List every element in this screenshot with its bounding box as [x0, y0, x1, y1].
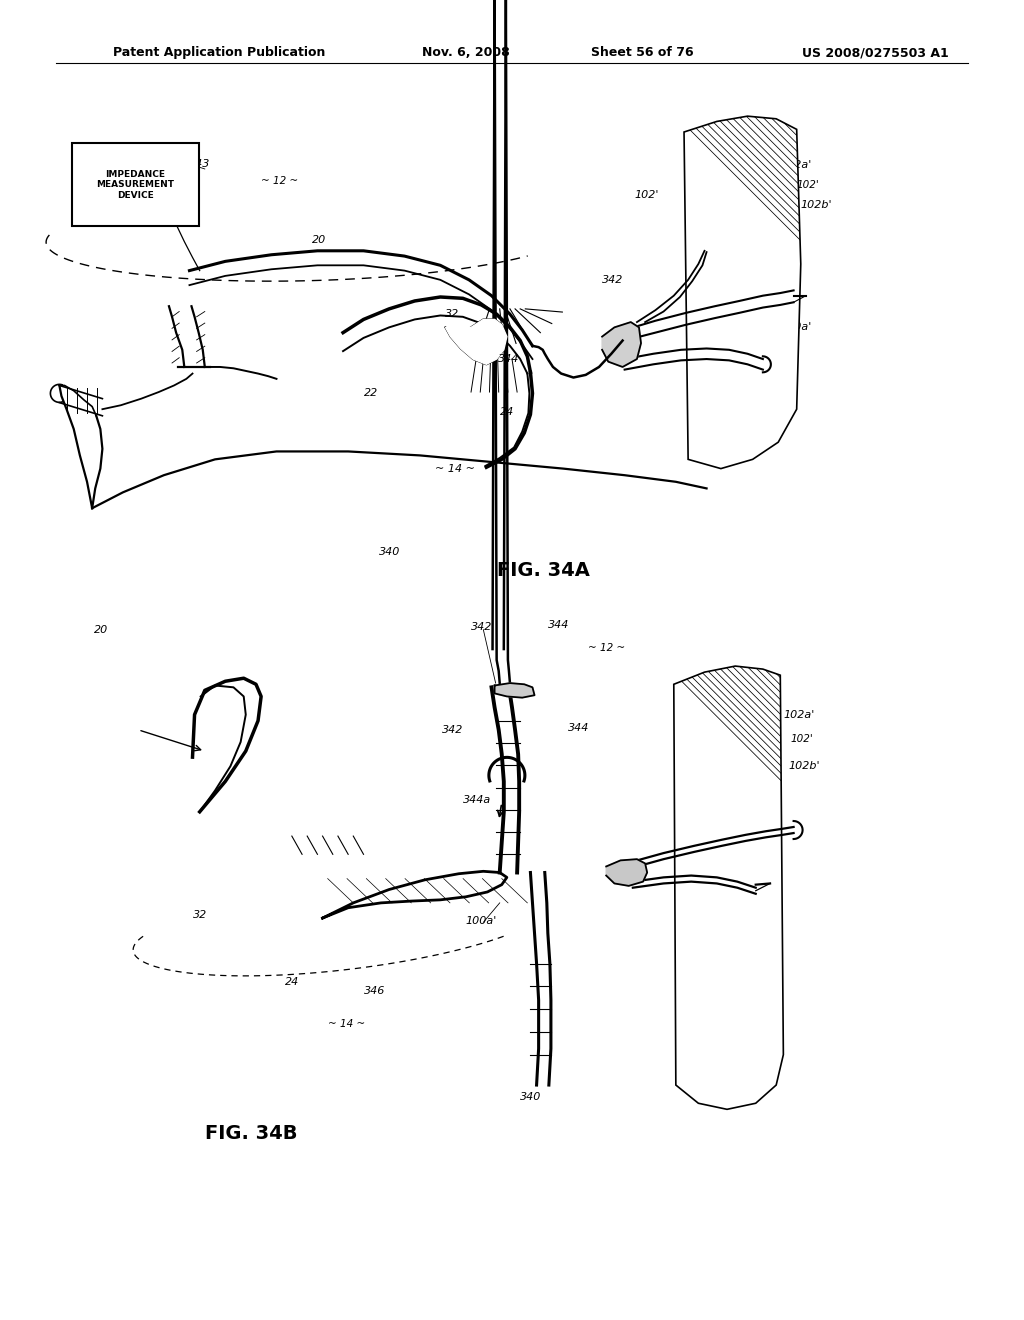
Text: 102': 102' [791, 734, 813, 744]
Text: 343: 343 [189, 158, 211, 169]
FancyBboxPatch shape [72, 143, 199, 227]
Text: IMPEDANCE
MEASUREMENT
DEVICE: IMPEDANCE MEASUREMENT DEVICE [96, 170, 174, 199]
Text: 346: 346 [364, 986, 385, 995]
Text: 102a': 102a' [783, 710, 815, 719]
Text: FIG. 34A: FIG. 34A [497, 561, 590, 579]
Text: 100a': 100a' [466, 916, 498, 927]
Text: 102': 102' [635, 190, 659, 201]
Text: 32: 32 [193, 909, 207, 920]
Text: 344: 344 [498, 354, 519, 364]
Text: 342: 342 [152, 209, 173, 219]
Text: FIG. 34B: FIG. 34B [205, 1125, 297, 1143]
Text: 40: 40 [763, 296, 777, 306]
Text: 24: 24 [500, 407, 514, 417]
Text: 340: 340 [379, 546, 400, 557]
Text: 32: 32 [445, 309, 460, 319]
Text: Nov. 6, 2008: Nov. 6, 2008 [422, 46, 510, 59]
Text: 46: 46 [773, 133, 787, 144]
Polygon shape [606, 859, 647, 886]
Text: ~ 12 ~: ~ 12 ~ [261, 176, 298, 186]
Text: 102': 102' [797, 180, 819, 190]
Text: 102b': 102b' [788, 762, 820, 771]
Polygon shape [495, 682, 535, 698]
Text: 342: 342 [602, 275, 624, 285]
Text: 342: 342 [471, 622, 493, 631]
Text: 20: 20 [94, 624, 109, 635]
Text: 344: 344 [548, 620, 569, 630]
Text: 340: 340 [520, 1092, 542, 1102]
Text: 24: 24 [285, 977, 299, 987]
Text: 342: 342 [442, 725, 464, 735]
Polygon shape [684, 116, 801, 469]
Text: ~ 12 ~: ~ 12 ~ [588, 643, 625, 653]
Polygon shape [602, 322, 641, 367]
Text: 102a': 102a' [780, 160, 812, 170]
Text: Sheet 56 of 76: Sheet 56 of 76 [591, 46, 693, 59]
Text: US 2008/0275503 A1: US 2008/0275503 A1 [802, 46, 949, 59]
Text: 344a: 344a [463, 795, 492, 805]
Text: 344: 344 [568, 723, 590, 733]
Text: 46: 46 [741, 684, 756, 694]
Text: Patent Application Publication: Patent Application Publication [113, 46, 325, 59]
Polygon shape [445, 319, 507, 364]
Text: 20: 20 [312, 235, 327, 246]
Polygon shape [674, 667, 783, 1109]
Text: ~ 14 ~: ~ 14 ~ [435, 463, 475, 474]
Text: 40: 40 [732, 887, 746, 898]
Text: 100a': 100a' [780, 322, 812, 333]
Text: 22: 22 [364, 388, 378, 399]
Text: 102b': 102b' [801, 199, 833, 210]
Text: ~ 14 ~: ~ 14 ~ [328, 1019, 365, 1030]
